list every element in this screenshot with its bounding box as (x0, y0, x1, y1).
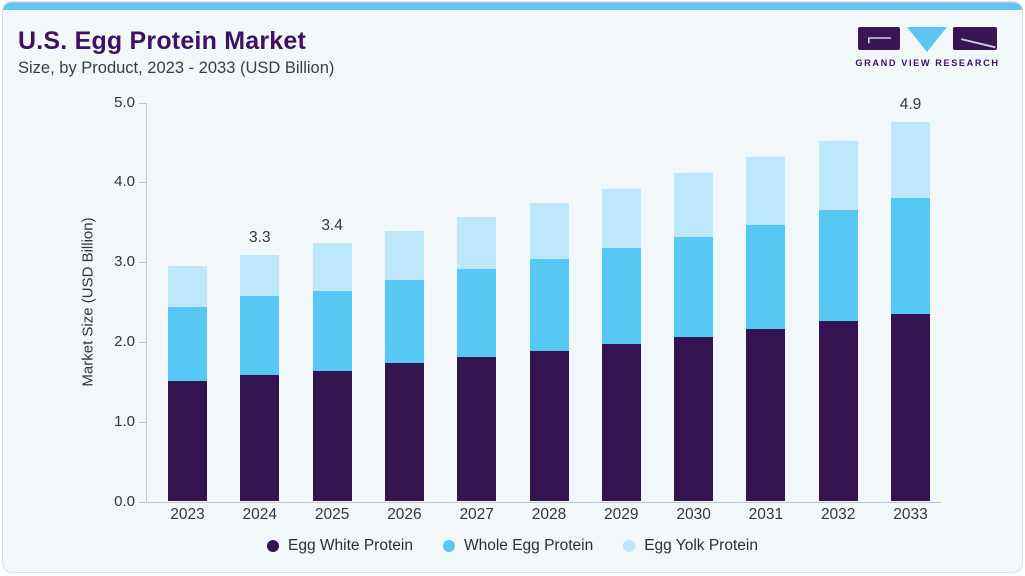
bar-segment (384, 279, 424, 364)
y-axis-line (146, 102, 147, 502)
legend-label: Egg Yolk Protein (644, 537, 758, 554)
legend-dot-icon (623, 540, 636, 552)
bar-segment (312, 242, 352, 291)
y-axis-tick (139, 182, 146, 184)
y-axis-tick (139, 421, 146, 423)
bar-segment (601, 247, 641, 345)
legend-label: Whole Egg Protein (463, 537, 594, 554)
logo-g-glyph (868, 37, 891, 44)
bar-segment (240, 254, 280, 297)
x-axis-category-label: 2033 (893, 506, 928, 523)
bar-segment (457, 269, 497, 358)
bar-segment (746, 224, 786, 330)
page-subtitle: Size, by Product, 2023 - 2033 (USD Billi… (18, 59, 335, 77)
logo-wordmark: GRAND VIEW RESEARCH (855, 58, 999, 68)
legend-dot-icon (442, 540, 455, 552)
bar-segment (240, 296, 280, 376)
bar-segment (168, 381, 207, 502)
x-axis-category-label: 2032 (820, 506, 856, 523)
bar-segment (674, 172, 714, 238)
x-axis-category-label: 2029 (604, 506, 639, 523)
bar-segment (312, 290, 352, 371)
legend-item: Whole Egg Protein (442, 537, 594, 555)
x-axis-category-label: 2027 (459, 506, 494, 523)
bar-segment (746, 156, 786, 225)
bar-total-label: 3.4 (321, 216, 343, 234)
x-axis-line (146, 501, 941, 503)
bar-segment (601, 189, 641, 248)
bar-segment (168, 266, 207, 307)
bar-segment (384, 363, 424, 502)
bar-segment (891, 198, 930, 314)
bar-segment (457, 357, 497, 502)
bar-segment (384, 230, 424, 280)
logo-v-triangle-icon (907, 27, 947, 52)
y-axis-tick-label: 3.0 (114, 253, 135, 271)
y-axis-tick-label: 2.0 (114, 332, 135, 350)
bar-segment (168, 306, 207, 381)
bar-segment (891, 122, 930, 199)
bar-segment (529, 203, 569, 259)
top-accent-bar (3, 2, 1022, 10)
legend-item: Egg Yolk Protein (623, 537, 758, 555)
bar-segment (818, 140, 858, 211)
y-axis-tick (139, 262, 146, 264)
bar-segment (818, 321, 858, 502)
x-axis-category-label: 2030 (676, 506, 711, 523)
y-axis-tick (139, 102, 146, 104)
x-axis-category-label: 2026 (387, 506, 422, 523)
legend-label: Egg White Protein (288, 537, 413, 554)
y-axis-tick (139, 341, 146, 343)
bar-segment (674, 337, 714, 502)
bar-total-label: 4.9 (899, 96, 922, 114)
chart-legend: Egg White Protein Whole Egg Protein Egg Yo… (0, 537, 1025, 555)
bar-segment (529, 258, 569, 352)
bar-segment (312, 370, 352, 502)
legend-item: Egg White Protein (267, 537, 413, 555)
y-axis-tick (139, 501, 146, 503)
x-axis-category-label: 2025 (314, 506, 350, 523)
legend-dot-icon (267, 540, 280, 552)
y-axis-tick-label: 5.0 (114, 93, 135, 111)
y-axis-tick-label: 0.0 (114, 492, 135, 510)
x-axis-category-label: 2023 (170, 506, 205, 523)
bar-segment (601, 344, 641, 502)
grand-view-research-logo: GRAND VIEW RESEARCH (855, 27, 999, 68)
bar-segment (891, 313, 930, 502)
y-axis-tick-label: 1.0 (114, 412, 135, 430)
bar-total-label: 3.3 (249, 228, 271, 246)
y-axis-tick-label: 4.0 (114, 173, 135, 191)
bar-segment (457, 217, 497, 270)
bar-segment (240, 375, 280, 502)
x-axis-category-label: 2031 (748, 506, 784, 523)
bar-segment (746, 329, 786, 502)
bar-segment (529, 351, 569, 502)
bar-segment (818, 210, 858, 322)
x-axis-category-label: 2028 (531, 506, 567, 523)
y-axis-title: Market Size (USD Billion) (79, 217, 97, 387)
logo-r-glyph (961, 38, 996, 49)
page-title: U.S. Egg Protein Market (18, 27, 306, 55)
bar-segment (674, 237, 714, 338)
x-axis-category-label: 2024 (242, 506, 278, 523)
